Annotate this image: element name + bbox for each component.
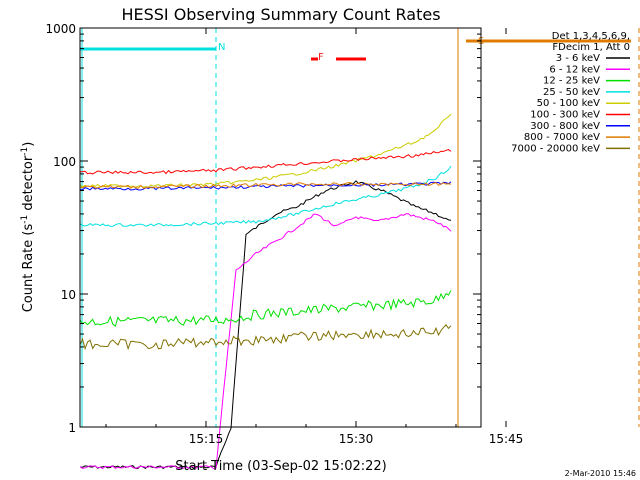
plot-frame xyxy=(79,27,482,428)
legend-entry-label: 25 - 50 keV xyxy=(543,87,600,98)
y-tick-label: 1000 xyxy=(45,22,76,36)
series-line xyxy=(79,149,452,175)
legend: Det 1,3,4,5,6,9,FDecim 1, Att 03 - 6 keV… xyxy=(511,31,630,154)
y-axis-label: Count Rate (s-1 detector-1) xyxy=(20,142,36,313)
y-tick-label: 1 xyxy=(68,421,76,435)
legend-entry-label: 100 - 300 keV xyxy=(530,110,600,121)
y-tick-label: 10 xyxy=(61,288,76,302)
footer-date: 2-Mar-2010 15:46 xyxy=(565,469,636,478)
x-tick-label: 15:45 xyxy=(489,432,524,446)
series-line xyxy=(79,290,452,328)
y-tick-label: 100 xyxy=(53,155,76,169)
series-line xyxy=(79,165,452,227)
x-axis-label: Start Time (03-Sep-02 15:02:22) xyxy=(175,459,386,474)
x-tick-label: 15:30 xyxy=(339,432,374,446)
legend-entry-label: 300 - 800 keV xyxy=(530,121,600,132)
legend-entry-label: 3 - 6 keV xyxy=(556,53,600,64)
legend-entry-label: 800 - 7000 keV xyxy=(524,132,600,143)
flag-label: F xyxy=(318,52,324,63)
flag-label: N xyxy=(218,42,225,53)
legend-entry-label: 12 - 25 keV xyxy=(543,76,600,87)
legend-entry-label: 50 - 100 keV xyxy=(537,98,601,109)
legend-entry-label: 7000 - 20000 keV xyxy=(511,143,600,154)
series-line xyxy=(79,213,452,470)
legend-header: FDecim 1, Att 0 xyxy=(552,42,630,53)
legend-entry-label: 6 - 12 keV xyxy=(549,64,600,75)
legend-header: Det 1,3,4,5,6,9, xyxy=(552,31,630,42)
series-line xyxy=(79,324,452,351)
chart-title: HESSI Observing Summary Count Rates xyxy=(121,5,440,24)
x-tick-label: 15:15 xyxy=(189,432,224,446)
x-tick-label: 16:00 xyxy=(639,432,640,446)
series-line xyxy=(79,182,452,189)
